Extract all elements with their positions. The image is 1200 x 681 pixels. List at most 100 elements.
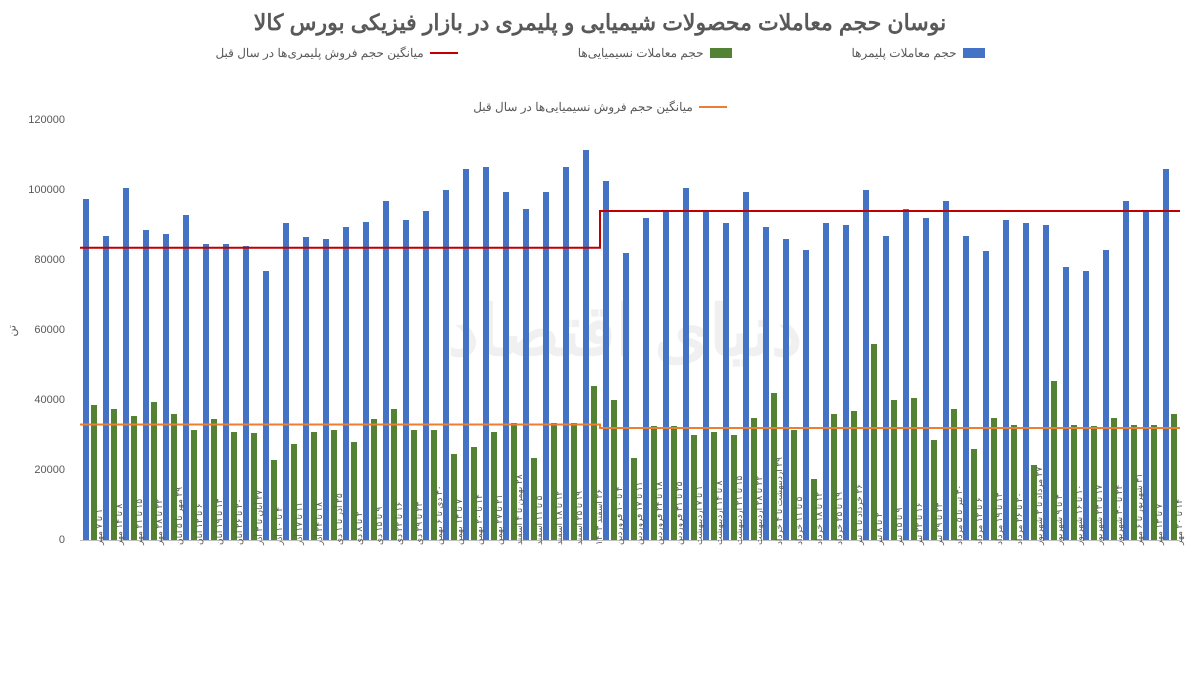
polymer-bar — [903, 209, 909, 540]
y-tick-label: 0 — [59, 534, 65, 546]
x-tick-label: ۷ تا ۱۳ مهر — [1154, 504, 1165, 545]
x-tick-label: ۲۳ تا ۲۹ دی — [414, 502, 425, 545]
x-tick-label: ۱۳ تا ۱۹ آبان — [214, 499, 225, 545]
x-tick-label: ۲۰ تا ۲۶ آبان — [234, 499, 245, 545]
x-tick-label: ۱۹ تا ۲۵ خرداد — [834, 492, 845, 545]
x-tick-label: ۲۰ تا ۲۶ مرداد — [1014, 493, 1025, 545]
bars-layer — [80, 120, 1180, 540]
polymer-bar — [563, 167, 569, 540]
x-tick-label: ۱۱ تا ۱۷ آذر — [294, 502, 305, 545]
legend-line-polymer-avg — [430, 52, 458, 54]
x-tick-label: ۲۲ تا ۲۸ مهر — [154, 499, 165, 545]
legend-label: میانگین حجم فروش پلیمری‌ها در سال قبل — [215, 46, 423, 60]
polymer-bar — [423, 211, 429, 540]
y-tick-label: 80000 — [34, 254, 65, 266]
polymer-bar — [223, 244, 229, 540]
legend-polymer-vol: حجم معاملات پلیمرها — [852, 46, 985, 60]
polymer-bar — [303, 237, 309, 540]
legend-label: حجم معاملات پلیمرها — [852, 46, 957, 60]
x-tick-label: ۲۴ تا ۳۰ شهریور — [1114, 485, 1125, 545]
x-axis-labels: ۱ تا ۷ مهر۸ تا ۱۴ مهر۱۵ تا ۲۱ مهر۲۲ تا ۲… — [80, 545, 1180, 675]
x-tick-label: ۹ تا ۱۵ دی — [374, 507, 385, 545]
y-tick-label: 20000 — [34, 464, 65, 476]
x-tick-label: ۱ تا ۷ مهر — [94, 509, 105, 545]
x-tick-label: ۲۶ خرداد تا ۱ تیر — [854, 484, 865, 545]
x-tick-label: ۳۰ دی تا ۶ بهمن — [434, 485, 445, 545]
polymer-bar — [483, 167, 489, 540]
x-tick-label: ۸ تا ۱۴ مهر — [114, 504, 125, 545]
x-tick-label: ۲۶ اسفند ۱۴۰۳ — [594, 489, 605, 545]
polymer-bar — [543, 192, 549, 540]
polymer-bar — [123, 188, 129, 540]
x-tick-label: ۱۴ تا ۲۰ بهمن — [474, 494, 485, 545]
x-tick-label: ۵ تا ۱۱ خرداد — [794, 497, 805, 545]
polymer-bar — [383, 201, 389, 541]
x-tick-label: ۱۸ تا ۲۴ آذر — [314, 502, 325, 545]
legend-line-chem-avg — [699, 106, 727, 108]
y-tick-label: 100000 — [28, 184, 65, 196]
x-tick-label: ۱۰ تا ۱۶ شهریور — [1074, 485, 1085, 545]
polymer-bar — [923, 218, 929, 540]
x-tick-label: ۵ تا ۱۱ اسفند — [534, 496, 545, 545]
chart-container: نوسان حجم معاملات محصولات شیمیایی و پلیم… — [0, 0, 1200, 681]
x-tick-label: ۹ تا ۱۵ تیر — [894, 508, 905, 545]
polymer-bar — [143, 230, 149, 540]
polymer-bar — [83, 199, 89, 540]
x-tick-label: ۱۶ تا ۲۲ دی — [394, 502, 405, 545]
polymer-bar — [203, 244, 209, 540]
x-tick-label: ۲۹ مهر تا ۵ آبان — [174, 487, 185, 545]
chart-title: نوسان حجم معاملات محصولات شیمیایی و پلیم… — [0, 0, 1200, 36]
polymer-bar — [243, 246, 249, 540]
x-tick-label: ۱۵ تا ۲۱ مهر — [134, 499, 145, 545]
x-tick-label: ۱۲ تا ۱۸ خرداد — [814, 492, 825, 545]
legend-swatch-polymer — [963, 48, 985, 58]
legend-label: میانگین حجم فروش نسیمیایی‌ها در سال قبل — [473, 100, 693, 114]
polymer-bar — [583, 150, 589, 540]
y-tick-label: 40000 — [34, 394, 65, 406]
x-tick-label: ۲۷ مرداد تا ۲ شهریور — [1034, 467, 1045, 545]
polymer-bar — [463, 169, 469, 540]
x-tick-label: ۲۸ بهمن تا ۴ اسفند — [514, 474, 525, 545]
polymer-bar — [603, 181, 609, 540]
x-tick-label: ۲۳ تا ۲۹ تیر — [934, 503, 945, 545]
x-tick-label: ۱۵ تا ۲۱ اردیبهشت — [734, 476, 745, 545]
x-tick-label: ۴ تا ۱۰ آذر — [274, 507, 285, 545]
plot-area — [80, 120, 1180, 540]
legend: حجم معاملات پلیمرها حجم معاملات نسیمیایی… — [0, 46, 1200, 114]
legend-label: حجم معاملات نسیمیایی‌ها — [578, 46, 704, 60]
x-tick-label: ۷ تا ۱۳ بهمن — [454, 499, 465, 545]
x-tick-label: ۱۶ تا ۲۲ تیر — [914, 503, 925, 545]
x-tick-label: ۶ تا ۱۲ آبان — [194, 503, 205, 545]
y-tick-label: 60000 — [34, 324, 65, 336]
polymer-bar — [323, 239, 329, 540]
x-tick-label: ۱۸ تا ۲۴ فروردین — [654, 482, 665, 545]
polymer-bar — [883, 236, 889, 541]
x-tick-label: ۲۵ آذر تا ۱ دی — [334, 493, 345, 545]
polymer-bar — [503, 192, 509, 540]
x-tick-label: ۱۲ تا ۱۸ اسفند — [554, 491, 565, 545]
polymer-bar — [103, 236, 109, 541]
x-tick-label: ۲۵ تا ۳۱ فروردین — [674, 482, 685, 545]
y-tick-label: 120000 — [28, 114, 65, 126]
x-tick-label: ۶ تا ۱۲ مرداد — [974, 497, 985, 545]
x-tick-label: ۳۰ تیر تا ۵ مرداد — [954, 485, 965, 545]
x-tick-label: ۱۳ تا ۱۹ مرداد — [994, 493, 1005, 545]
x-tick-label: ۲۹ اردیبهشت تا ۴ خرداد — [774, 457, 785, 545]
polymer-bar — [283, 223, 289, 540]
x-tick-label: ۴ تا ۱۰ فروردین — [614, 486, 625, 545]
legend-chem-avg: میانگین حجم فروش نسیمیایی‌ها در سال قبل — [473, 100, 727, 114]
polymer-bar — [163, 234, 169, 540]
legend-swatch-chem — [710, 48, 732, 58]
y-axis-labels: 020000400006000080000100000120000 — [0, 120, 70, 540]
polymer-bar — [1163, 169, 1169, 540]
x-tick-label: ۲ تا ۸ دی — [354, 512, 365, 546]
polymer-bar — [943, 201, 949, 541]
x-tick-label: ۳ تا ۹ شهریور — [1054, 494, 1065, 545]
x-tick-label: ۳۱ شهریور تا ۶ مهر — [1134, 473, 1145, 545]
x-tick-label: ۱۱ تا ۱۷ فروردین — [634, 482, 645, 545]
x-tick-label: ۱۹ تا ۲۵ اسفند — [574, 491, 585, 545]
x-tick-label: ۲۱ تا ۲۷ بهمن — [494, 494, 505, 545]
polymer-bar — [403, 220, 409, 540]
x-tick-label: ۲۲ تا ۲۸ اردیبهشت — [754, 476, 765, 545]
legend-chem-vol: حجم معاملات نسیمیایی‌ها — [578, 46, 732, 60]
